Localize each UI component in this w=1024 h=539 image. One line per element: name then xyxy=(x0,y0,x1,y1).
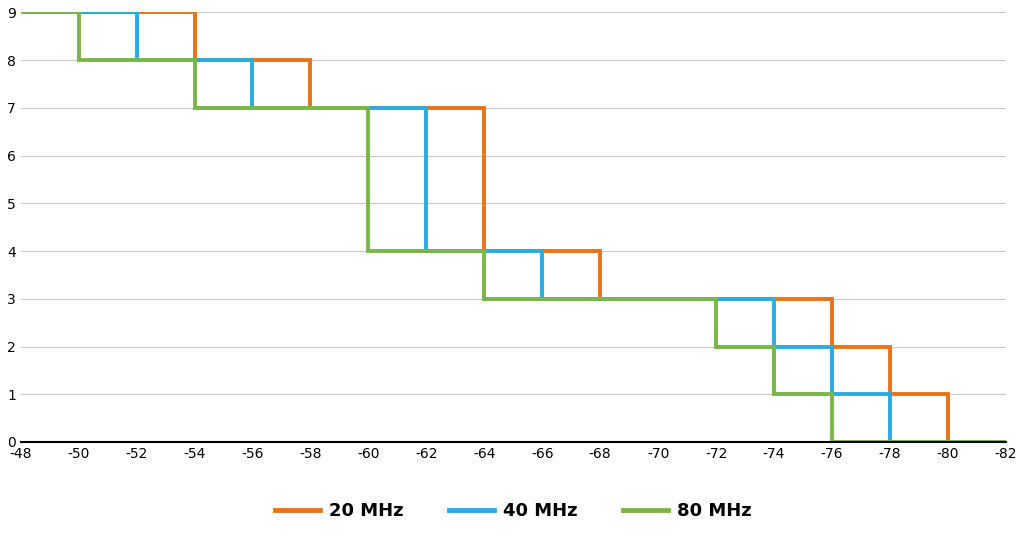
Legend: 20 MHz, 40 MHz, 80 MHz: 20 MHz, 40 MHz, 80 MHz xyxy=(267,495,759,528)
